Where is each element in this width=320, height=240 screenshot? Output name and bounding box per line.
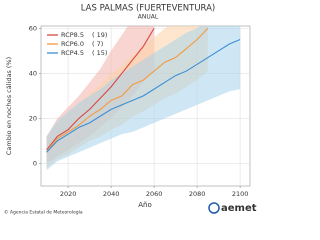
series-line	[46, 27, 155, 151]
legend-label: RCP4.5	[61, 49, 84, 57]
series-line	[46, 39, 241, 153]
x-tick-label: 2020	[60, 190, 77, 198]
y-tick-label: 60	[29, 24, 37, 32]
chart: LAS PALMAS (FUERTEVENTURA) ANUAL RCP8.5 (…	[4, 4, 257, 216]
x-tick-label: 2040	[103, 190, 120, 198]
chart-title: LAS PALMAS (FUERTEVENTURA)	[81, 4, 216, 14]
x-tick-label: 2060	[146, 190, 163, 198]
y-tick-label: 0	[33, 159, 37, 167]
x-tick-label: 2080	[189, 190, 206, 198]
series-line	[46, 27, 209, 153]
footer: © Agencia Estatal de Meteorología	[4, 209, 83, 216]
legend-count: ( 7)	[92, 40, 103, 48]
y-tick-label: 20	[29, 114, 37, 122]
legend-count: ( 15)	[92, 49, 107, 57]
y-tick-label: 40	[29, 69, 37, 77]
chart-subtitle: ANUAL	[138, 14, 159, 21]
logo-icon	[208, 202, 220, 214]
uncertainty-band	[46, 26, 241, 171]
x-axis-label: Año	[138, 201, 152, 209]
x-tick-label: 2100	[232, 190, 249, 198]
legend-label: RCP8.5	[61, 31, 84, 39]
y-axis-label: Cambio en noches cálidas (%)	[5, 57, 13, 155]
legend-count: ( 19)	[92, 31, 107, 39]
legend-label: RCP6.0	[61, 40, 84, 48]
logo: aemet	[221, 203, 257, 214]
